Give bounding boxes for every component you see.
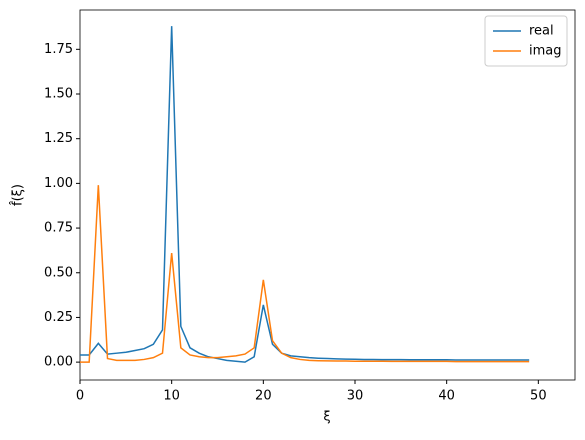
x-tick-label: 10: [163, 389, 180, 404]
x-tick-label: 0: [76, 389, 84, 404]
series-line: [80, 185, 530, 363]
legend-label: real: [529, 24, 554, 39]
y-tick-label: 1.75: [44, 42, 73, 57]
y-tick-label: 1.25: [44, 131, 73, 146]
y-tick-label: 0.75: [44, 221, 73, 236]
series-line: [80, 26, 530, 363]
x-tick-label: 50: [530, 389, 547, 404]
y-tick-label: 0.25: [44, 310, 73, 325]
y-axis-label: f̂(ξ): [10, 184, 25, 206]
y-tick-label: 0.50: [44, 265, 73, 280]
x-tick-label: 20: [255, 389, 272, 404]
y-tick-label: 1.00: [44, 176, 73, 191]
y-tick-label: 0.00: [44, 355, 73, 370]
y-tick-label: 1.50: [44, 87, 73, 102]
legend-label: imag: [529, 44, 562, 59]
plot-frame: [79, 9, 576, 381]
x-tick-label: 40: [438, 389, 455, 404]
legend-box: [484, 15, 568, 67]
x-axis-label: ξ: [323, 410, 330, 425]
x-tick-label: 30: [347, 389, 364, 404]
